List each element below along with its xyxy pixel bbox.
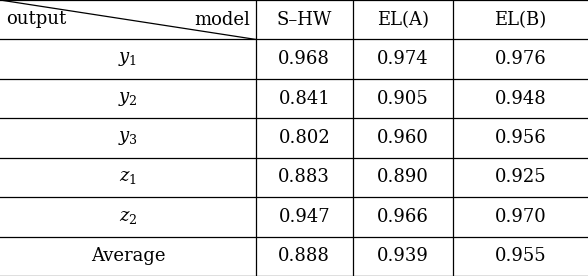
Text: EL(B): EL(B)	[495, 11, 546, 29]
Text: EL(A): EL(A)	[377, 11, 429, 29]
Text: $y_1$: $y_1$	[118, 50, 138, 68]
Text: 0.970: 0.970	[495, 208, 546, 226]
Text: $z_1$: $z_1$	[119, 168, 137, 186]
Text: 0.948: 0.948	[495, 90, 546, 108]
Text: 0.883: 0.883	[278, 168, 330, 186]
Text: $y_2$: $y_2$	[118, 90, 138, 108]
Text: 0.960: 0.960	[377, 129, 429, 147]
Text: 0.955: 0.955	[495, 247, 546, 265]
Text: 0.841: 0.841	[278, 90, 330, 108]
Text: Average: Average	[91, 247, 165, 265]
Text: $y_3$: $y_3$	[118, 129, 138, 147]
Text: 0.890: 0.890	[377, 168, 429, 186]
Text: 0.905: 0.905	[377, 90, 429, 108]
Text: 0.968: 0.968	[278, 50, 330, 68]
Text: 0.925: 0.925	[495, 168, 546, 186]
Text: 0.802: 0.802	[278, 129, 330, 147]
Text: 0.974: 0.974	[377, 50, 429, 68]
Text: $z_2$: $z_2$	[119, 208, 137, 226]
Text: 0.976: 0.976	[495, 50, 546, 68]
Text: 0.888: 0.888	[278, 247, 330, 265]
Text: 0.966: 0.966	[377, 208, 429, 226]
Text: S–HW: S–HW	[276, 11, 332, 29]
Text: output: output	[6, 10, 66, 28]
Text: 0.939: 0.939	[377, 247, 429, 265]
Text: 0.947: 0.947	[279, 208, 330, 226]
Text: 0.956: 0.956	[495, 129, 546, 147]
Text: model: model	[194, 11, 250, 29]
